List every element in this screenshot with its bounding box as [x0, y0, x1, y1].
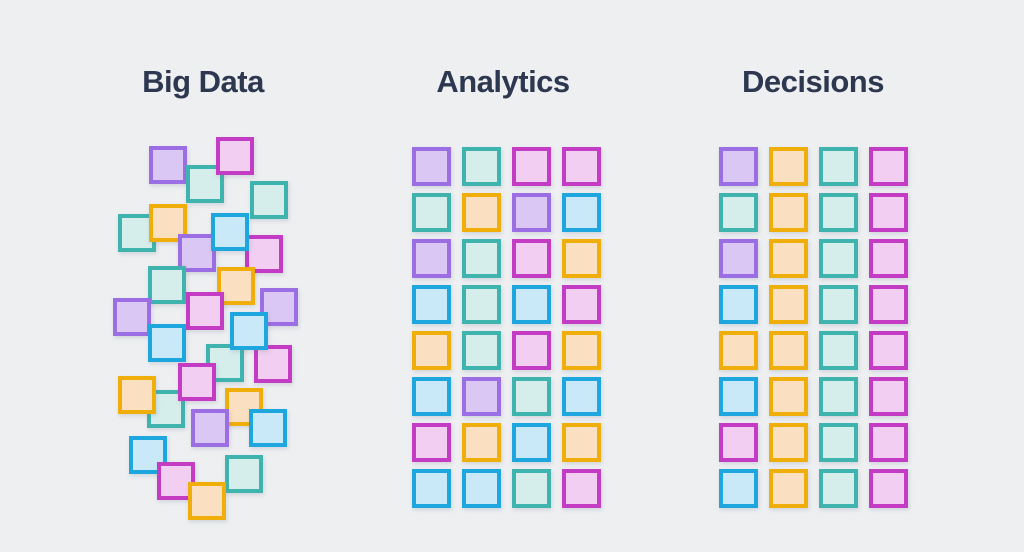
magenta-data-square [869, 331, 908, 370]
section-title-analytics: Analytics [436, 64, 570, 99]
blue-data-square [148, 324, 186, 362]
orange-data-square [769, 377, 808, 416]
blue-data-square [512, 285, 551, 324]
orange-data-square [217, 267, 255, 305]
magenta-data-square [562, 285, 601, 324]
blue-data-square [230, 312, 268, 350]
blue-data-square [719, 469, 758, 508]
purple-data-square [719, 239, 758, 278]
orange-data-square [562, 239, 601, 278]
orange-data-square [462, 423, 501, 462]
orange-data-square [769, 193, 808, 232]
orange-data-square [462, 193, 501, 232]
teal-data-square [819, 469, 858, 508]
magenta-data-square [869, 147, 908, 186]
purple-data-square [719, 147, 758, 186]
magenta-data-square [869, 423, 908, 462]
magenta-data-square [869, 377, 908, 416]
blue-data-square [412, 285, 451, 324]
blue-data-square [562, 193, 601, 232]
blue-data-square [412, 469, 451, 508]
orange-data-square [188, 482, 226, 520]
orange-data-square [562, 423, 601, 462]
orange-data-square [769, 331, 808, 370]
teal-data-square [819, 239, 858, 278]
magenta-data-square [562, 147, 601, 186]
blue-data-square [562, 377, 601, 416]
teal-data-square [148, 266, 186, 304]
magenta-data-square [178, 363, 216, 401]
teal-data-square [512, 377, 551, 416]
orange-data-square [769, 469, 808, 508]
teal-data-square [462, 147, 501, 186]
blue-data-square [249, 409, 287, 447]
teal-data-square [819, 193, 858, 232]
teal-data-square [819, 377, 858, 416]
purple-data-square [191, 409, 229, 447]
teal-data-square [412, 193, 451, 232]
section-title-decisions: Decisions [742, 64, 884, 99]
orange-data-square [412, 331, 451, 370]
magenta-data-square [216, 137, 254, 175]
magenta-data-square [512, 239, 551, 278]
purple-data-square [113, 298, 151, 336]
blue-data-square [412, 377, 451, 416]
orange-data-square [769, 239, 808, 278]
purple-data-square [412, 239, 451, 278]
blue-data-square [211, 213, 249, 251]
teal-data-square [819, 285, 858, 324]
teal-data-square [719, 193, 758, 232]
teal-data-square [819, 147, 858, 186]
blue-data-square [512, 423, 551, 462]
blue-data-square [462, 469, 501, 508]
teal-data-square [250, 181, 288, 219]
blue-data-square [719, 377, 758, 416]
orange-data-square [769, 147, 808, 186]
magenta-data-square [869, 469, 908, 508]
magenta-data-square [254, 345, 292, 383]
magenta-data-square [869, 239, 908, 278]
magenta-data-square [245, 235, 283, 273]
purple-data-square [512, 193, 551, 232]
purple-data-square [149, 146, 187, 184]
orange-data-square [562, 331, 601, 370]
teal-data-square [225, 455, 263, 493]
magenta-data-square [512, 147, 551, 186]
orange-data-square [769, 423, 808, 462]
teal-data-square [512, 469, 551, 508]
teal-data-square [819, 423, 858, 462]
magenta-data-square [512, 331, 551, 370]
teal-data-square [462, 331, 501, 370]
magenta-data-square [869, 285, 908, 324]
teal-data-square [462, 285, 501, 324]
orange-data-square [719, 331, 758, 370]
section-title-big-data: Big Data [142, 64, 264, 99]
magenta-data-square [412, 423, 451, 462]
orange-data-square [118, 376, 156, 414]
magenta-data-square [186, 292, 224, 330]
magenta-data-square [719, 423, 758, 462]
orange-data-square [769, 285, 808, 324]
teal-data-square [819, 331, 858, 370]
purple-data-square [412, 147, 451, 186]
purple-data-square [462, 377, 501, 416]
magenta-data-square [562, 469, 601, 508]
blue-data-square [719, 285, 758, 324]
purple-data-square [178, 234, 216, 272]
magenta-data-square [869, 193, 908, 232]
teal-data-square [462, 239, 501, 278]
